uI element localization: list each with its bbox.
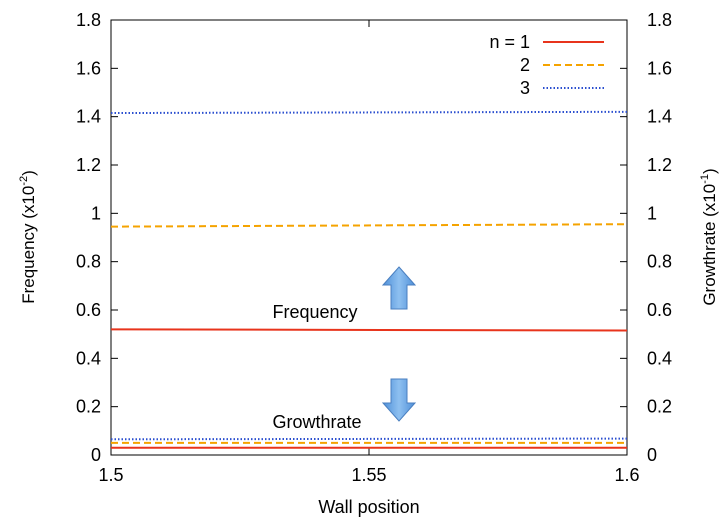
y-tick-label-right: 1.2 xyxy=(647,155,672,175)
y-tick-label-right: 1 xyxy=(647,203,657,223)
legend: n = 1 2 3 xyxy=(489,32,604,98)
y-axis-label-left-text: Frequency (x10 xyxy=(19,186,38,304)
series-layer xyxy=(110,110,628,449)
arrow-down-icon xyxy=(381,378,417,422)
y-tick-label-left: 0.8 xyxy=(76,252,101,272)
series-line-frequency-2 xyxy=(110,223,628,228)
y-axis-label-right-text: Growthrate (x10 xyxy=(700,184,719,306)
y-tick-label-right: 0.2 xyxy=(647,397,672,417)
y-tick-label-right: 1.6 xyxy=(647,58,672,78)
plot-frame xyxy=(110,19,628,456)
y-tick-label-left: 0.2 xyxy=(76,397,101,417)
frequency-annotation: Frequency xyxy=(272,302,357,322)
y-tick-label-left: 0 xyxy=(91,445,101,465)
y-tick-label-right: 1.8 xyxy=(647,10,672,30)
y-axis-label-left-exponent: -2 xyxy=(18,176,30,186)
x-tick-label: 1.55 xyxy=(351,465,386,485)
y-tick-label-left: 1.6 xyxy=(76,58,101,78)
y-tick-label-right: 1.4 xyxy=(647,107,672,127)
growthrate-annotation: Growthrate xyxy=(272,412,361,432)
y-tick-label-right: 0.6 xyxy=(647,300,672,320)
y-axis-label-right-tail: ) xyxy=(700,168,719,174)
y-axis-label-left-tail: ) xyxy=(19,170,38,176)
y-tick-label-right: 0.8 xyxy=(647,252,672,272)
y-axis-label-right-exponent: -1 xyxy=(699,174,711,184)
x-tick-label: 1.5 xyxy=(98,465,123,485)
y-tick-label-left: 0.4 xyxy=(76,348,101,368)
arrow-up-icon xyxy=(381,266,417,310)
y-axis-label-left: Frequency (x10-2) xyxy=(18,170,38,304)
y-tick-label-right: 0.4 xyxy=(647,348,672,368)
y-tick-label-left: 1.8 xyxy=(76,10,101,30)
y-tick-label-left: 1.2 xyxy=(76,155,101,175)
series-line-growthrate-3 xyxy=(110,437,628,441)
series-line-frequency-1 xyxy=(110,328,628,332)
x-axis-ticks: 1.5 1.55 1.6 xyxy=(98,20,640,485)
legend-label: 3 xyxy=(520,78,530,98)
x-tick-label: 1.6 xyxy=(614,465,639,485)
y-tick-label-right: 0 xyxy=(647,445,657,465)
y-tick-label-left: 0.6 xyxy=(76,300,101,320)
y-tick-label-left: 1 xyxy=(91,203,101,223)
legend-label: n = 1 xyxy=(489,32,530,52)
y-axis-label-right: Growthrate (x10-1) xyxy=(699,168,719,305)
y-tick-label-left: 1.4 xyxy=(76,107,101,127)
legend-label: 2 xyxy=(520,55,530,75)
x-axis-label: Wall position xyxy=(318,497,419,517)
y-axis-ticks: 0 0 0.2 0.2 0.4 0.4 0.6 0.6 0.8 0.8 1 1 1.2 1.2 1.4 1.4… xyxy=(76,10,672,465)
series-line-frequency-3 xyxy=(110,110,628,115)
